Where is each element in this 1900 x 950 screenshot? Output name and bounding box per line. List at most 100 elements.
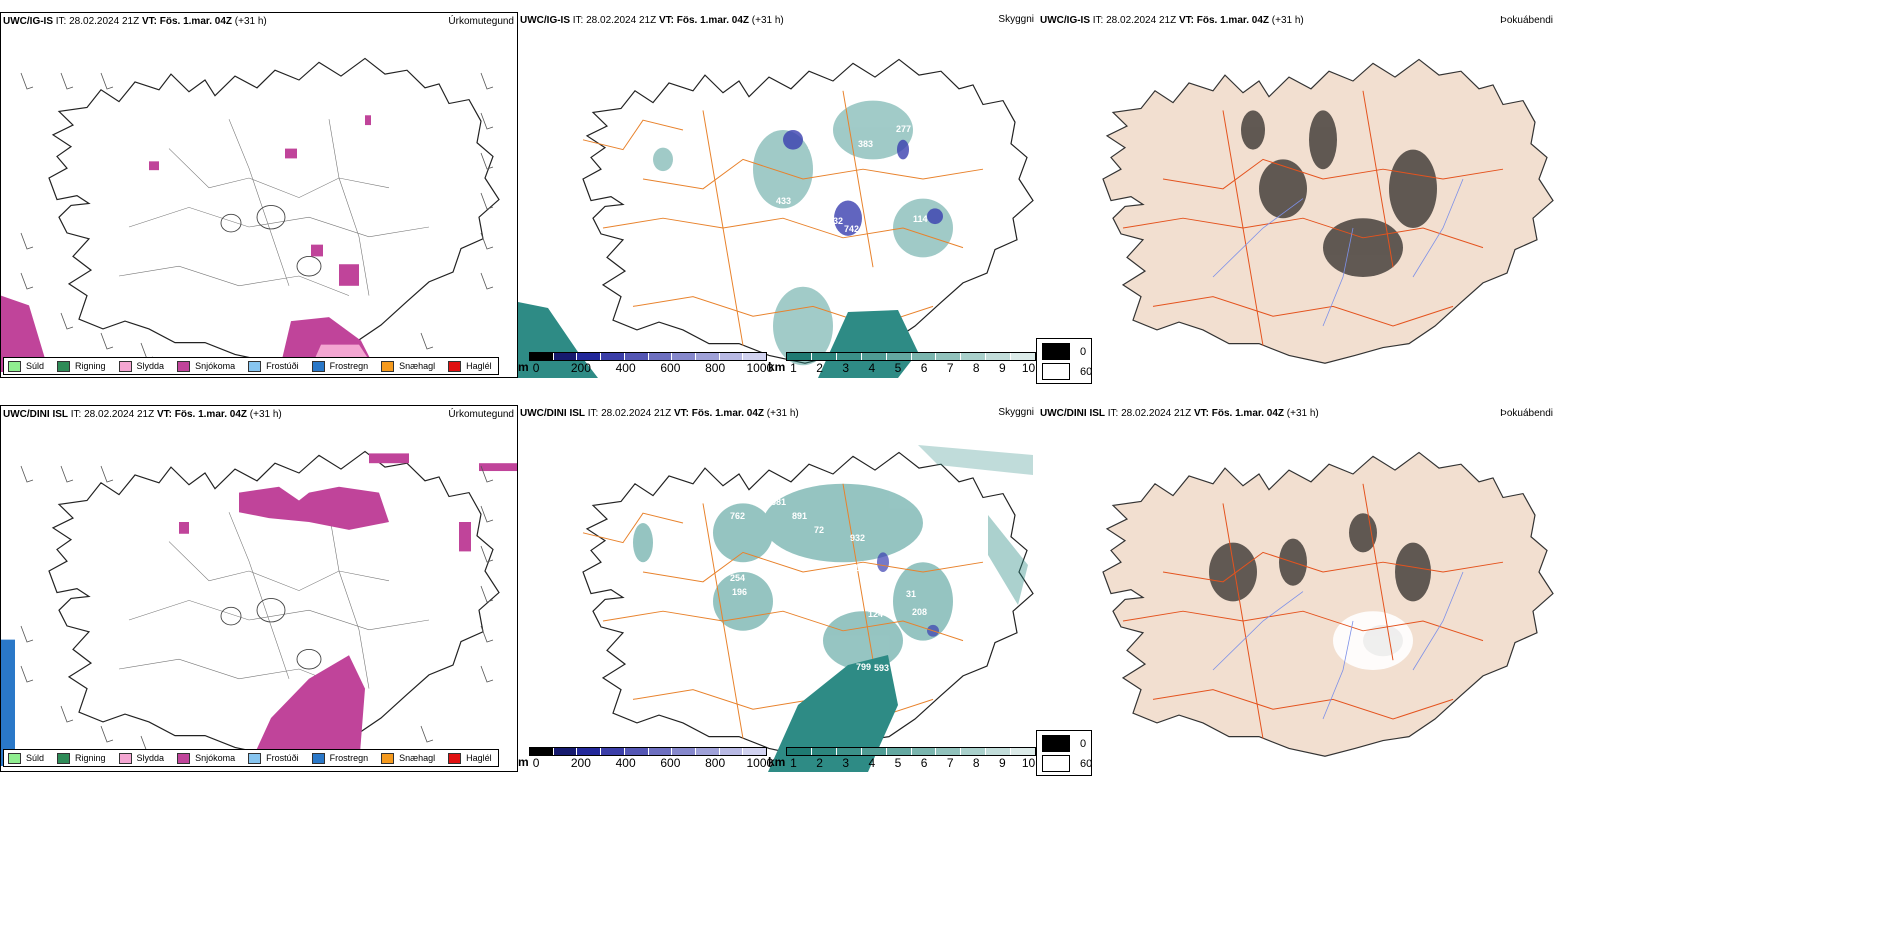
panel-title: UWC/DINI ISL IT: 28.02.2024 21Z VT: Fös.… — [1040, 408, 1319, 419]
colorbar-cell — [961, 748, 987, 755]
ceiling-colorbar: 0 200 400 600 800 1000 — [529, 747, 773, 770]
precip-label: 189 — [824, 254, 839, 264]
precip-label: 124 — [868, 609, 883, 619]
panel-name: Þokuábendi — [1500, 408, 1553, 419]
ceiling-colorbar-ticks: 0 200 400 600 800 1000 — [529, 361, 773, 375]
legend-item: Rigning — [57, 752, 106, 764]
colorbar-cell — [836, 353, 862, 360]
colorbar-cell — [553, 353, 578, 360]
colorbar-cell — [672, 353, 696, 360]
visibility-panel-bottom: 762 381 891 72 932 22 179 254 196 247 22… — [518, 405, 1038, 772]
precip-type-map-top — [1, 57, 500, 373]
colorbar-cell — [861, 748, 887, 755]
ceiling-unit: m — [518, 755, 529, 769]
precip-label: 433 — [776, 196, 791, 206]
legend-swatch — [248, 752, 262, 764]
colorbar-tick-label: 400 — [615, 361, 636, 375]
colorbar-cell — [577, 353, 602, 360]
fog-index-map-bottom — [1102, 451, 1554, 757]
legend-item: Rigning — [57, 360, 106, 372]
legend-item: Snjókoma — [177, 360, 235, 372]
legend-item: Súld — [8, 752, 44, 764]
precip-label: 247 — [784, 587, 799, 597]
precip-label: 383 — [858, 139, 873, 149]
ceiling-unit: m — [518, 360, 529, 374]
colorbar-cell — [719, 748, 744, 755]
precip-label: 742 — [844, 224, 859, 234]
fog-key-row: 60 — [1042, 363, 1092, 380]
precip-label: 208 — [912, 607, 927, 617]
visibility-colorbar-ticks: 1 2 3 4 5 6 7 8 9 10 — [786, 756, 1036, 770]
precip-label: 210 — [818, 236, 833, 246]
colorbar-tick-label: 9 — [999, 756, 1006, 770]
colorbar-tick-label: 800 — [705, 361, 726, 375]
precip-label: 196 — [732, 587, 747, 597]
ceiling-colorbar-ticks: 0 200 400 600 800 1000 — [529, 756, 773, 770]
panel-title: UWC/IG-IS IT: 28.02.2024 21Z VT: Fös. 1.… — [1040, 15, 1304, 26]
fog-key-swatch — [1042, 755, 1070, 772]
colorbar-cell — [836, 748, 862, 755]
precip-type-legend: Súld Rigning Slydda Snjókoma Frostúði Fr… — [3, 749, 499, 767]
precip-type-legend: Súld Rigning Slydda Snjókoma Frostúði Fr… — [3, 357, 499, 375]
colorbar-cell — [861, 353, 887, 360]
colorbar-tick-label: 3 — [842, 361, 850, 375]
precip-label: 224 — [838, 581, 853, 591]
precip-labels-top: 289 277 383 301 433 132 742 712 114 210 … — [773, 104, 928, 296]
fog-key-swatch — [1042, 343, 1070, 360]
fog-index-key-top: 0 60 — [1036, 338, 1092, 384]
colorbar-tick-label: 1 — [790, 361, 797, 375]
precip-label: 22 — [936, 509, 946, 519]
fog-index-panel-bottom: UWC/DINI ISL IT: 28.02.2024 21Z VT: Fös.… — [1038, 405, 1558, 772]
colorbar-tick-label: 1 — [790, 756, 797, 770]
panel-name: Úrkomutegund — [448, 16, 514, 27]
precip-label: 31 — [906, 589, 916, 599]
precip-label: 12 — [773, 286, 783, 296]
colorbar-cell — [787, 748, 812, 755]
colorbar-tick-label: 4 — [868, 756, 876, 770]
colorbar-cell — [648, 353, 673, 360]
colorbar-cell — [811, 353, 837, 360]
panel-title: UWC/DINI ISL IT: 28.02.2024 21Z VT: Fös.… — [3, 409, 282, 420]
panel-name: Skyggni — [998, 407, 1034, 418]
colorbar-cell — [1011, 748, 1036, 755]
legend-item: Haglél — [448, 752, 492, 764]
colorbar-tick-label: 400 — [615, 756, 636, 770]
colorbar-tick-label: 9 — [999, 361, 1006, 375]
colorbar-tick-label: 5 — [894, 361, 902, 375]
legend-swatch — [248, 360, 262, 372]
precip-label: 712 — [874, 216, 889, 226]
colorbar-cell — [624, 353, 649, 360]
precip-labels-bottom: 762 381 891 72 932 22 179 254 196 247 22… — [730, 497, 946, 673]
colorbar-cell — [624, 748, 649, 755]
colorbar-tick-label: 6 — [920, 756, 928, 770]
colorbar-tick-label: 0 — [532, 756, 540, 770]
legend-swatch — [118, 360, 132, 372]
colorbar-cell — [743, 353, 767, 360]
colorbar-cell — [553, 748, 578, 755]
legend-swatch — [57, 360, 71, 372]
colorbar-tick-label: 1000 — [746, 361, 774, 375]
legend-item: Haglél — [448, 360, 492, 372]
legend-item: Slydda — [118, 752, 164, 764]
colorbar-cell — [743, 748, 767, 755]
colorbar-tick-label: 7 — [946, 361, 954, 375]
panel-name: Úrkomutegund — [448, 409, 514, 420]
colorbar-cell — [719, 353, 744, 360]
legend-swatch — [8, 752, 21, 764]
precip-label: 114 — [913, 214, 928, 224]
colorbar-tick-label: 2 — [816, 361, 823, 375]
colorbar-tick-label: 5 — [894, 756, 902, 770]
legend-item: Frostúði — [248, 360, 299, 372]
colorbar-cell — [886, 353, 912, 360]
legend-swatch — [448, 360, 462, 372]
legend-item: Frostúði — [248, 752, 299, 764]
visibility-map-top: 289 277 383 301 433 132 742 712 114 210 … — [518, 58, 1034, 378]
fog-index-map-top — [1102, 58, 1554, 364]
colorbar-cell — [886, 748, 912, 755]
colorbar-tick-label: 800 — [705, 756, 726, 770]
colorbar-tick-label: 10 — [1021, 361, 1036, 375]
legend-swatch — [448, 752, 462, 764]
colorbar-tick-label: 200 — [570, 756, 591, 770]
colorbar-cell — [936, 353, 962, 360]
precip-label: 132 — [828, 216, 843, 226]
